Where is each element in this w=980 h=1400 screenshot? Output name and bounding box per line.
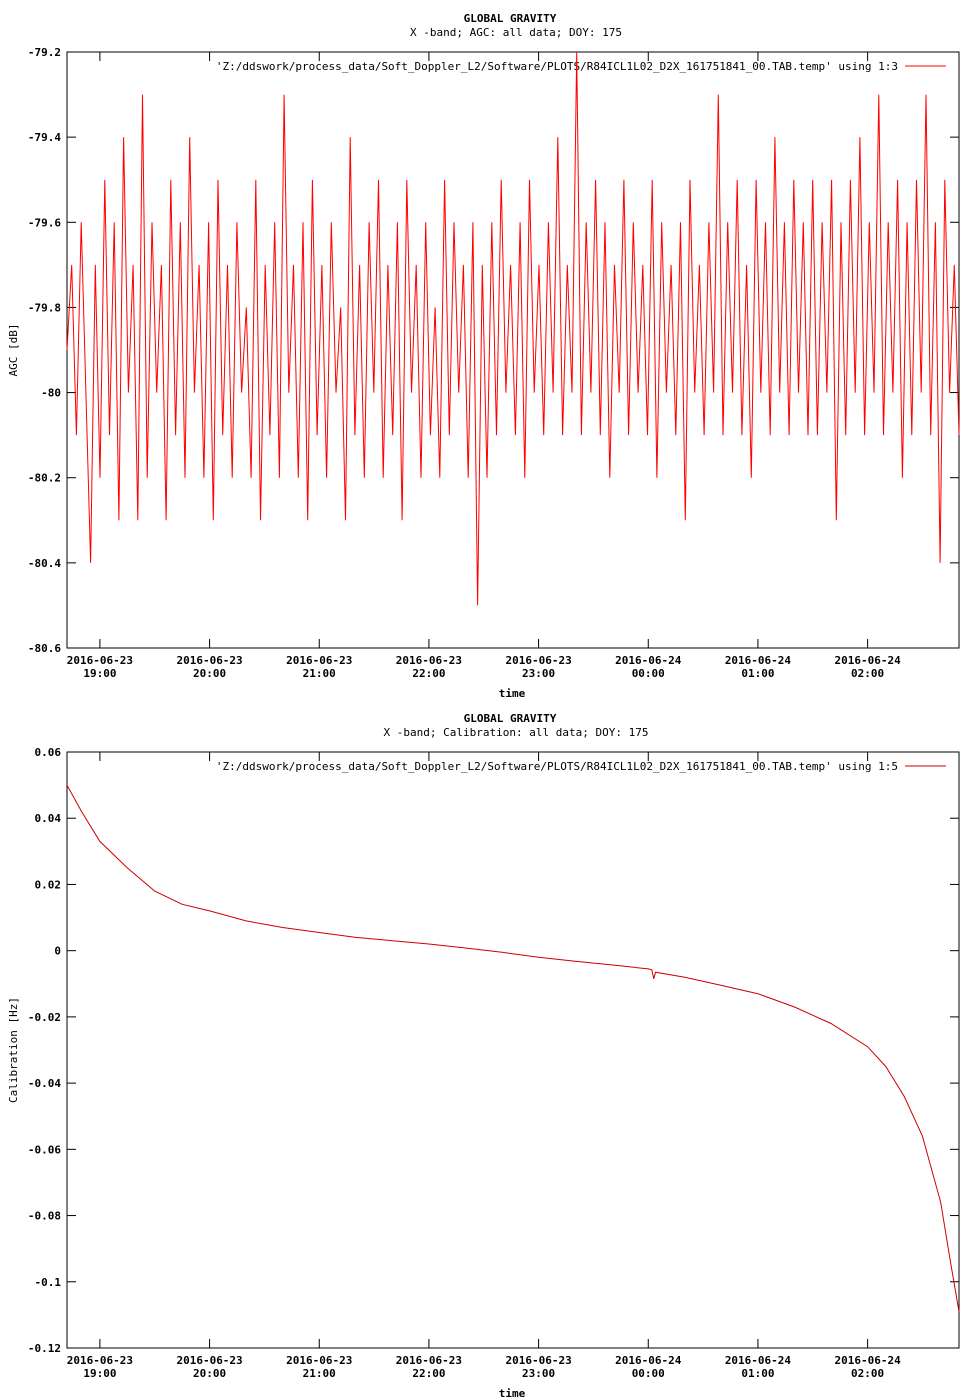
y-tick-label: -80.2 xyxy=(28,472,61,485)
legend: 'Z:/ddswork/process_data/Soft_Doppler_L2… xyxy=(216,60,946,73)
legend-entry-label: 'Z:/ddswork/process_data/Soft_Doppler_L2… xyxy=(216,760,898,773)
series-group xyxy=(66,51,960,606)
y-axis-ticks: -79.2 -79.4 -79.6 -79.8 -80 -80.2 -80.4 -80.6 xyxy=(28,46,959,655)
y-tick-label: -79.6 xyxy=(28,216,61,229)
x-tick-date: 2016-06-23 xyxy=(396,654,462,667)
chart-subtitle: X -band; Calibration: all data; DOY: 175 xyxy=(384,726,649,739)
y-tick-label: -0.08 xyxy=(28,1210,61,1223)
x-tick-date: 2016-06-24 xyxy=(615,1354,682,1367)
x-tick-time: 19:00 xyxy=(83,1367,116,1380)
y-tick-label: -0.04 xyxy=(28,1077,61,1090)
x-tick-date: 2016-06-23 xyxy=(396,1354,462,1367)
x-tick-time: 23:00 xyxy=(522,1367,555,1380)
y-tick-label: -80 xyxy=(41,387,61,400)
y-tick-label: -80.6 xyxy=(28,642,61,655)
y-tick-label: -79.8 xyxy=(28,301,61,314)
y-tick-label: -80.4 xyxy=(28,557,61,570)
y-tick-label: 0.02 xyxy=(35,878,62,891)
y-tick-label: 0.06 xyxy=(35,746,62,759)
x-tick-date: 2016-06-23 xyxy=(505,1354,571,1367)
x-tick-time: 22:00 xyxy=(412,667,445,680)
x-tick-time: 21:00 xyxy=(303,667,336,680)
chart-title: GLOBAL GRAVITY xyxy=(464,712,557,725)
x-tick-date: 2016-06-23 xyxy=(176,1354,242,1367)
x-tick-time: 00:00 xyxy=(632,1367,665,1380)
y-tick-label: -0.02 xyxy=(28,1011,61,1024)
x-tick-date: 2016-06-24 xyxy=(834,1354,901,1367)
y-axis-label: AGC [dB] xyxy=(7,324,20,377)
chart-title: GLOBAL GRAVITY xyxy=(464,12,557,25)
y-tick-label: -0.12 xyxy=(28,1342,61,1355)
series-group xyxy=(66,784,960,1312)
x-tick-date: 2016-06-23 xyxy=(286,654,352,667)
y-tick-label: -79.4 xyxy=(28,131,61,144)
x-axis-label: time xyxy=(499,1387,526,1400)
y-axis-label: Calibration [Hz] xyxy=(7,997,20,1103)
legend-entry-label: 'Z:/ddswork/process_data/Soft_Doppler_L2… xyxy=(216,60,898,73)
x-tick-time: 22:00 xyxy=(412,1367,445,1380)
x-tick-time: 00:00 xyxy=(632,667,665,680)
x-axis-ticks: 2016-06-2319:002016-06-2320:002016-06-23… xyxy=(67,752,901,1380)
x-tick-time: 20:00 xyxy=(193,1367,226,1380)
x-tick-date: 2016-06-23 xyxy=(286,1354,352,1367)
y-tick-label: -0.1 xyxy=(35,1276,62,1289)
x-tick-time: 01:00 xyxy=(741,667,774,680)
x-tick-date: 2016-06-24 xyxy=(615,654,682,667)
x-axis-ticks: 2016-06-2319:002016-06-2320:002016-06-23… xyxy=(67,52,901,680)
x-tick-time: 19:00 xyxy=(83,667,116,680)
calibration-chart: GLOBAL GRAVITY X -band; Calibration: all… xyxy=(7,712,960,1400)
plot-frame xyxy=(66,751,960,1349)
chart-subtitle: X -band; AGC: all data; DOY: 175 xyxy=(410,26,622,39)
x-tick-time: 20:00 xyxy=(193,667,226,680)
x-tick-date: 2016-06-23 xyxy=(67,1354,133,1367)
x-tick-time: 21:00 xyxy=(303,1367,336,1380)
y-tick-label: 0.04 xyxy=(35,812,62,825)
x-tick-date: 2016-06-24 xyxy=(725,654,792,667)
x-tick-time: 23:00 xyxy=(522,667,555,680)
y-tick-label: -79.2 xyxy=(28,46,61,59)
x-tick-date: 2016-06-24 xyxy=(725,1354,792,1367)
x-tick-date: 2016-06-24 xyxy=(834,654,901,667)
x-tick-time: 02:00 xyxy=(851,667,884,680)
y-axis-ticks: 0.06 0.04 0.02 0 -0.02 -0.04 -0.06 -0.08 -0.1 -0.… xyxy=(28,746,959,1355)
x-axis-label: time xyxy=(499,687,526,700)
agc-chart: GLOBAL GRAVITY X -band; AGC: all data; D… xyxy=(7,12,960,700)
legend: 'Z:/ddswork/process_data/Soft_Doppler_L2… xyxy=(216,760,946,773)
y-tick-label: -0.06 xyxy=(28,1143,61,1156)
series-line xyxy=(66,784,960,1312)
x-tick-time: 02:00 xyxy=(851,1367,884,1380)
x-tick-date: 2016-06-23 xyxy=(67,654,133,667)
x-tick-time: 01:00 xyxy=(741,1367,774,1380)
y-tick-label: 0 xyxy=(54,945,61,958)
x-tick-date: 2016-06-23 xyxy=(176,654,242,667)
series-line xyxy=(66,51,960,606)
x-tick-date: 2016-06-23 xyxy=(505,654,571,667)
